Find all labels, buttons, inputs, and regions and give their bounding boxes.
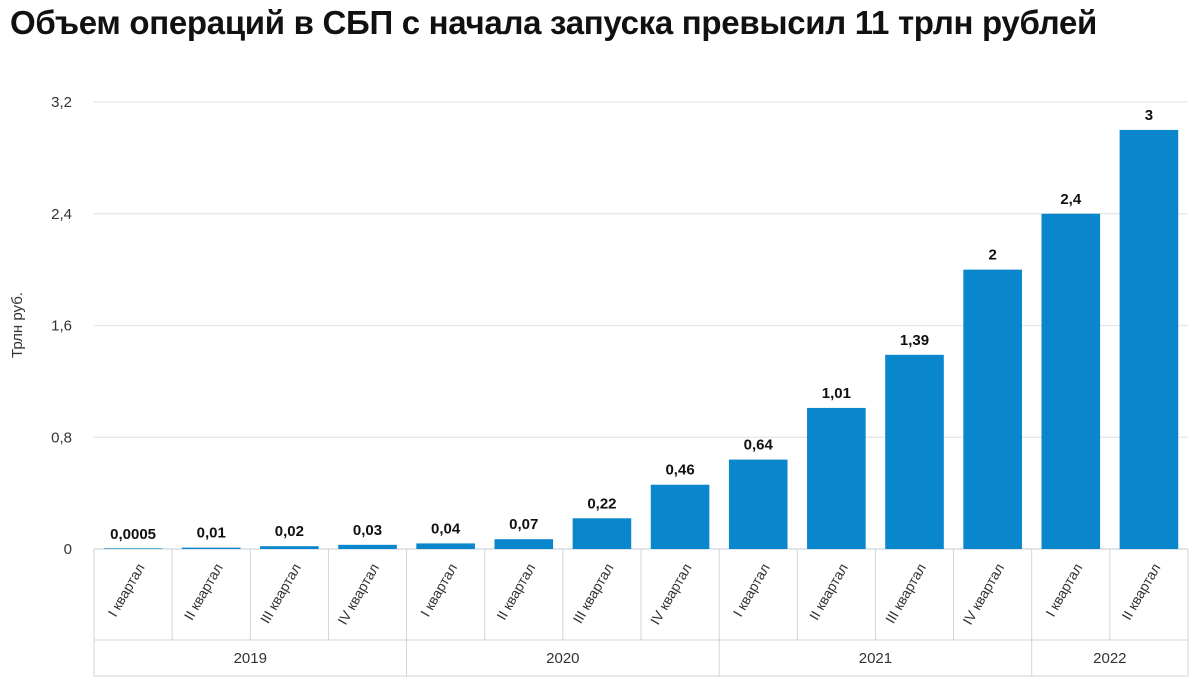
bar xyxy=(494,539,554,549)
category-label: III квартал xyxy=(257,561,304,627)
category-label: I квартал xyxy=(417,561,460,620)
bar xyxy=(103,548,163,549)
bar xyxy=(181,547,241,549)
y-tick-label: 0,8 xyxy=(51,429,72,446)
year-label: 2021 xyxy=(859,650,892,667)
data-label: 0,64 xyxy=(744,437,774,454)
category-label: I квартал xyxy=(104,561,147,620)
category-label: I квартал xyxy=(730,561,773,620)
year-label: 2022 xyxy=(1093,650,1126,667)
category-label: II квартал xyxy=(493,561,538,623)
year-label: 2020 xyxy=(546,650,579,667)
data-label: 0,07 xyxy=(509,516,538,533)
data-label: 1,01 xyxy=(822,385,851,402)
bar xyxy=(1119,129,1179,549)
data-label: 0,04 xyxy=(431,520,461,537)
data-label: 0,46 xyxy=(665,462,694,479)
bar xyxy=(885,354,944,549)
y-tick-label: 2,4 xyxy=(51,206,72,223)
bar xyxy=(416,543,475,549)
category-label: III квартал xyxy=(569,561,616,627)
y-tick-label: 3,2 xyxy=(51,94,72,111)
bar xyxy=(1041,213,1101,549)
data-label: 0,03 xyxy=(353,522,382,539)
data-label: 0,02 xyxy=(275,523,304,540)
bar xyxy=(807,407,866,549)
bar xyxy=(728,459,788,549)
category-label: IV квартал xyxy=(959,560,1007,627)
bar xyxy=(338,544,397,549)
bar xyxy=(572,518,632,549)
data-label: 0,01 xyxy=(197,525,226,542)
data-label: 3 xyxy=(1145,107,1153,124)
data-label: 1,39 xyxy=(900,332,929,349)
bar xyxy=(260,546,319,549)
category-label: II квартал xyxy=(181,561,226,623)
category-label: I квартал xyxy=(1042,561,1085,620)
year-label: 2019 xyxy=(234,650,267,667)
chart-title: Объем операций в СБП с начала запуска пр… xyxy=(10,4,1098,41)
data-label: 2 xyxy=(988,247,996,264)
y-tick-label: 0 xyxy=(64,541,72,558)
y-tick-label: 1,6 xyxy=(51,318,72,335)
category-label: III квартал xyxy=(882,561,929,627)
category-label: IV квартал xyxy=(334,561,382,628)
data-label: 2,4 xyxy=(1060,191,1082,208)
data-label: 0,0005 xyxy=(110,526,156,543)
category-label: II квартал xyxy=(806,561,851,623)
category-label: IV квартал xyxy=(647,561,695,628)
data-label: 0,22 xyxy=(587,495,616,512)
bar xyxy=(963,269,1022,549)
category-label: II квартал xyxy=(1118,561,1163,623)
bar xyxy=(650,484,710,549)
y-axis-label: Трлн руб. xyxy=(9,292,26,358)
